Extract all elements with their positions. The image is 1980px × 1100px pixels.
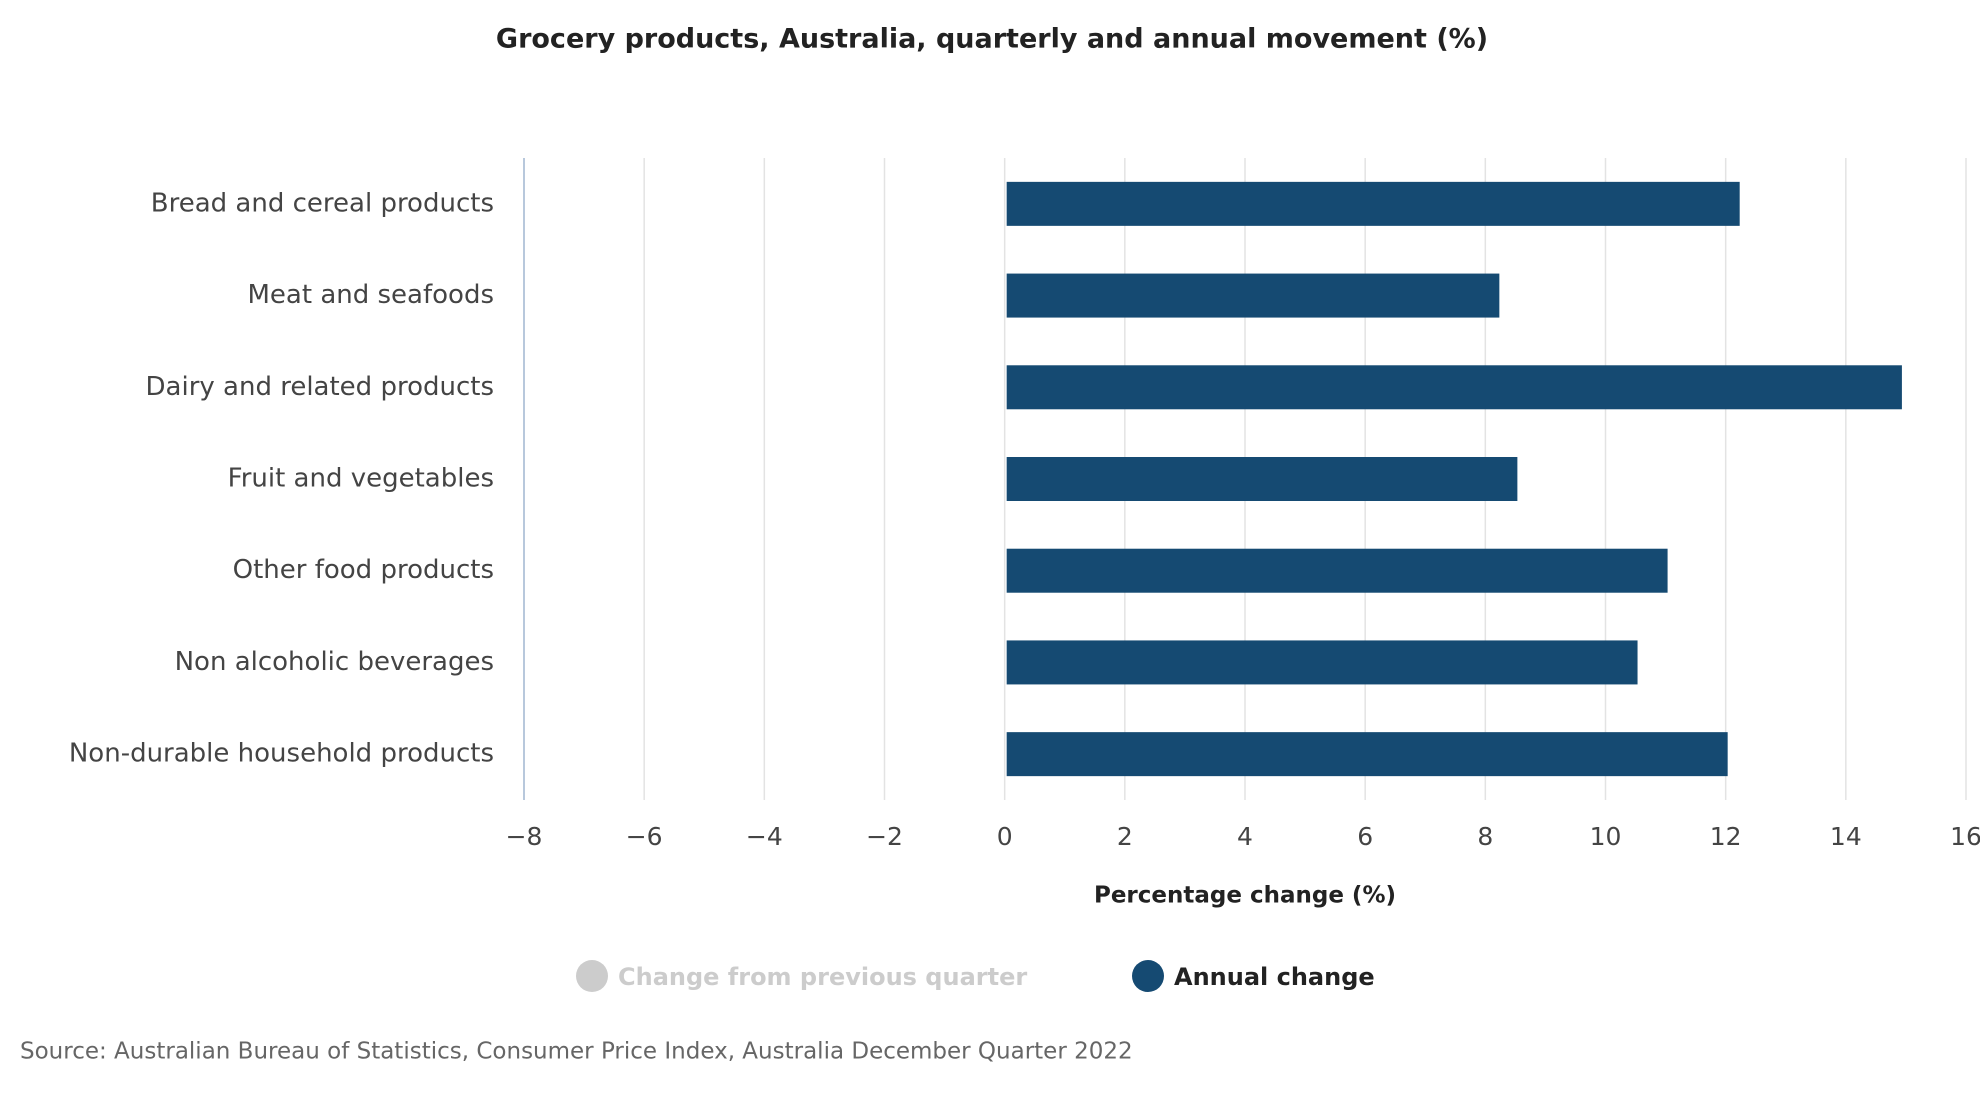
x-tick-label: 16 — [1950, 822, 1980, 851]
x-tick-label: 0 — [997, 822, 1013, 851]
y-tick-label: Other food products — [233, 555, 494, 585]
y-tick-label: Non alcoholic beverages — [175, 647, 494, 677]
chart-title: Grocery products, Australia, quarterly a… — [496, 24, 1488, 55]
bar — [1006, 548, 1668, 593]
x-tick-label: 14 — [1830, 822, 1862, 851]
y-tick-label: Non-durable household products — [69, 739, 494, 769]
bar — [1006, 181, 1740, 226]
y-tick-label: Dairy and related products — [146, 372, 494, 402]
bar — [1006, 732, 1728, 777]
legend-label: Annual change — [1174, 963, 1375, 991]
legend-label: Change from previous quarter — [618, 963, 1027, 991]
bar — [1006, 457, 1518, 501]
x-tick-label: 2 — [1117, 822, 1133, 851]
bar — [1006, 640, 1638, 685]
x-tick-label: −6 — [626, 822, 663, 851]
bar — [1006, 365, 1902, 410]
y-tick-label: Meat and seafoods — [248, 280, 495, 310]
y-tick-label: Bread and cereal products — [151, 188, 494, 218]
source: Source: Australian Bureau of Statistics,… — [20, 1039, 1133, 1065]
x-tick-label: −4 — [746, 822, 783, 851]
legend-swatch — [1132, 960, 1164, 992]
x-tick-label: −2 — [866, 822, 903, 851]
bar — [1006, 273, 1500, 318]
x-tick-label: 8 — [1477, 822, 1493, 851]
x-axis-title: Percentage change (%) — [1094, 883, 1396, 909]
x-tick-label: −8 — [506, 822, 543, 851]
x-tick-label: 10 — [1590, 822, 1622, 851]
x-tick-label: 12 — [1710, 822, 1742, 851]
legend-swatch — [576, 960, 608, 992]
x-tick-label: 4 — [1237, 822, 1253, 851]
y-tick-label: Fruit and vegetables — [228, 464, 494, 494]
x-tick-label: 6 — [1357, 822, 1373, 851]
